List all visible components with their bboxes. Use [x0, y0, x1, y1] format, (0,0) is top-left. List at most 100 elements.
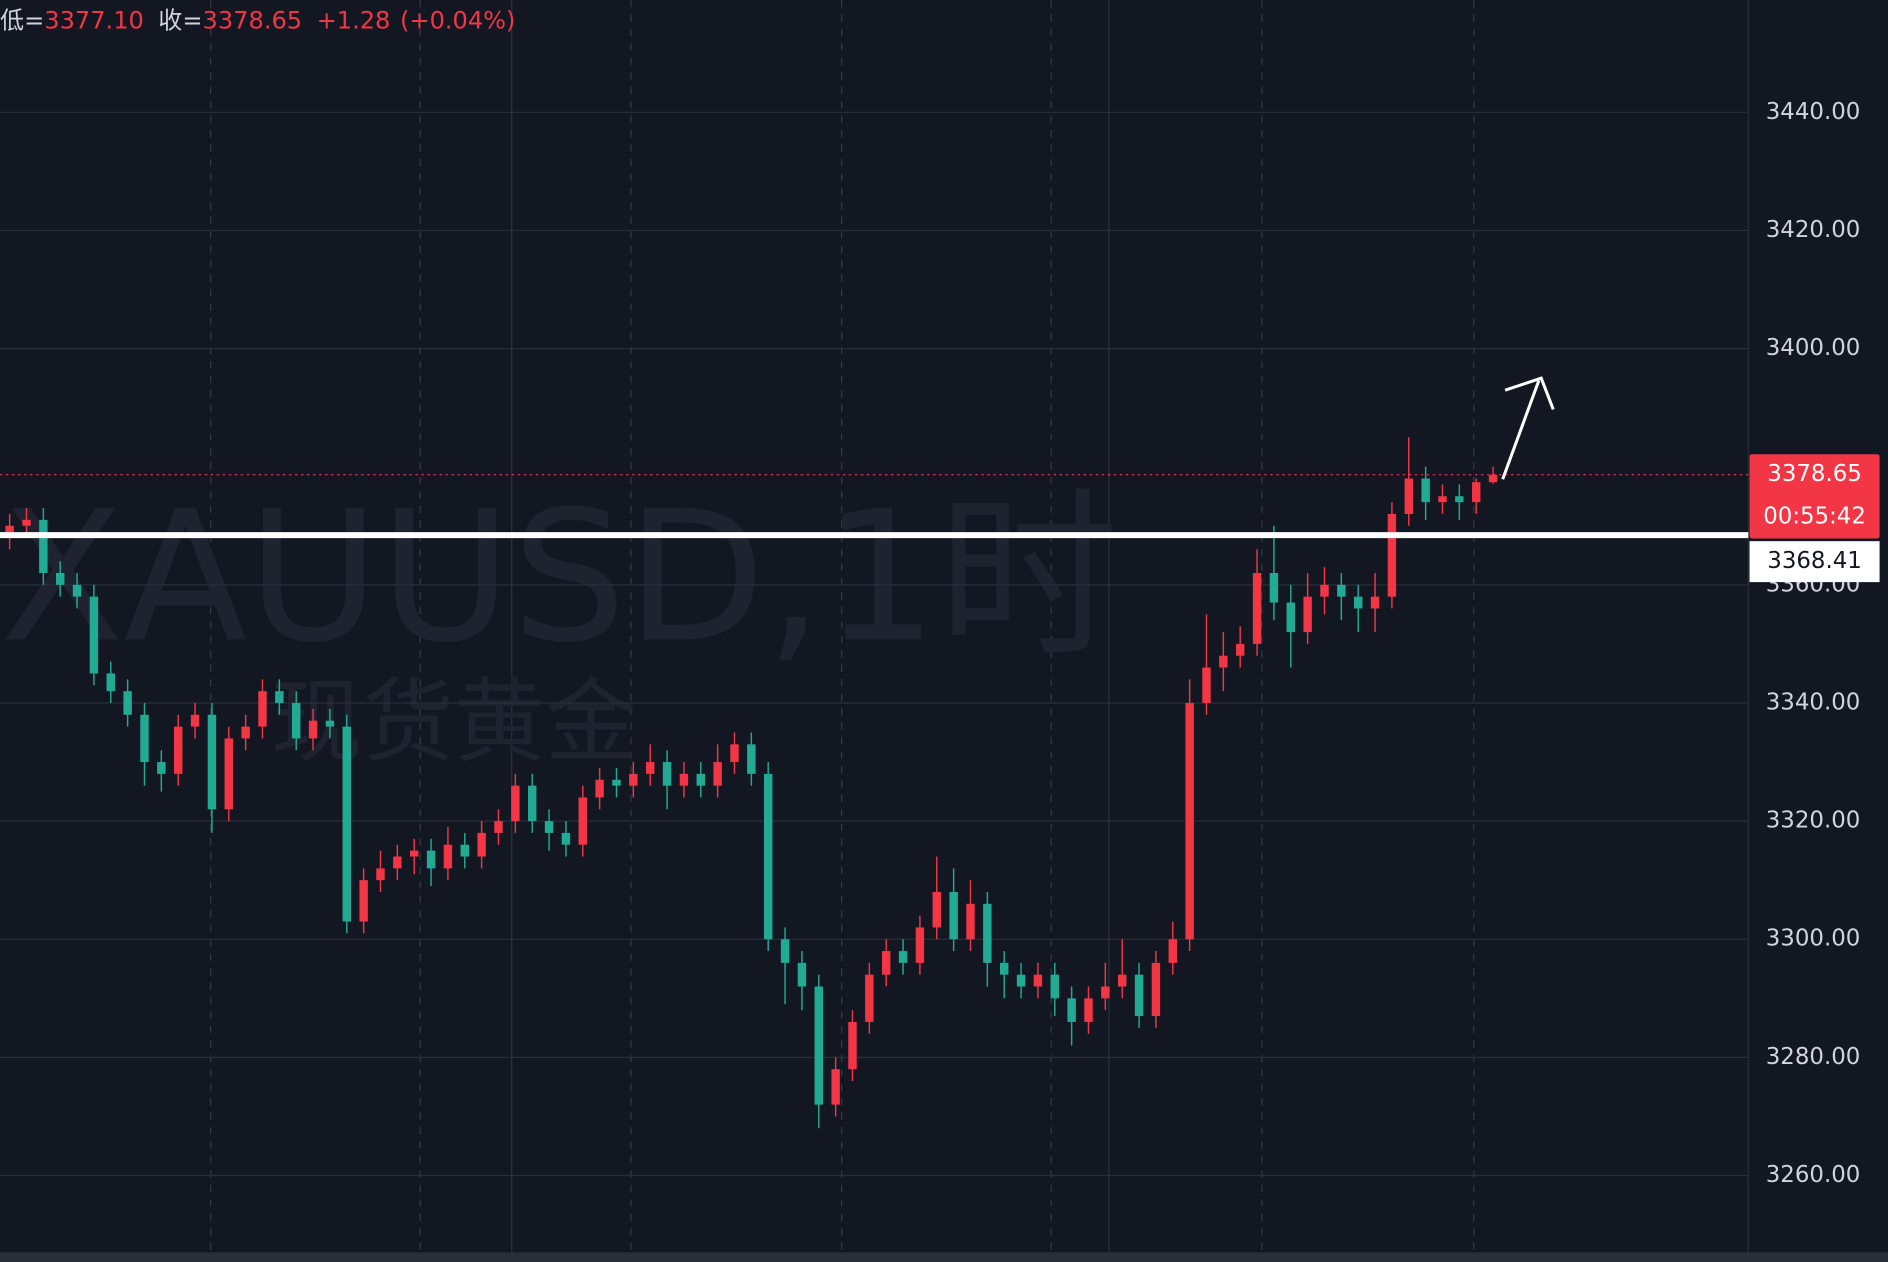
candle-body	[55, 573, 65, 585]
candle-body	[241, 726, 250, 739]
grid: 3260.003280.003300.003320.003340.003360.…	[0, 99, 1860, 1188]
candle-body	[123, 691, 132, 715]
candle-body	[258, 691, 267, 727]
candle-body	[1286, 602, 1295, 633]
candle-body	[207, 714, 217, 810]
candle-body	[1303, 596, 1312, 633]
candle-body	[713, 762, 722, 786]
candle-body	[173, 726, 183, 774]
candle-body	[999, 962, 1009, 975]
low-value: 3377.10	[44, 7, 144, 35]
candle-body	[747, 744, 756, 774]
candle-body	[409, 850, 419, 857]
candle-body	[561, 832, 571, 845]
candle-body	[696, 773, 705, 786]
candle-body	[190, 714, 200, 727]
candle-body	[797, 962, 807, 987]
candle-body	[1455, 496, 1464, 503]
candle-body	[376, 868, 385, 881]
candle-body	[1404, 478, 1413, 514]
candle-body	[393, 856, 402, 869]
candle-body	[157, 762, 166, 774]
close-value: 3378.65	[203, 7, 303, 35]
horizontal-line-box	[1749, 541, 1880, 583]
candle-body	[1320, 584, 1329, 597]
last-price-box	[1749, 454, 1880, 539]
candle-body	[443, 844, 453, 869]
time-grid	[210, 0, 1475, 1253]
overlay: 3378.65 00:55:42 3368.41	[0, 454, 1880, 583]
candle-body	[1421, 478, 1430, 503]
candle-body	[780, 939, 790, 963]
candle-body	[544, 821, 554, 833]
candle-body	[426, 850, 436, 869]
candle-body	[915, 927, 925, 963]
horizontal-line-label: 3368.41	[1767, 548, 1862, 574]
candle-body	[814, 986, 823, 1105]
arrow	[1501, 376, 1555, 480]
candle-body	[1134, 974, 1144, 1017]
candle-body	[662, 762, 672, 786]
candle-body	[325, 720, 335, 727]
candle-body	[1050, 974, 1059, 999]
candle-body	[629, 773, 638, 786]
candle-body	[578, 797, 587, 845]
candle-body	[1387, 513, 1397, 597]
low-label: 低=	[0, 7, 44, 35]
candle-body	[612, 779, 621, 786]
candle-body	[831, 1069, 840, 1105]
y-tick-label: 3440.00	[1766, 99, 1861, 125]
candle-body	[1168, 939, 1177, 963]
candle-body	[1370, 596, 1380, 609]
candle-body	[494, 821, 503, 833]
candle-body	[1202, 667, 1211, 703]
y-tick-label: 3400.00	[1766, 335, 1861, 361]
candle-body	[1219, 655, 1228, 668]
candle-body	[679, 773, 689, 786]
countdown: 00:55:42	[1763, 503, 1866, 529]
candle-body	[5, 525, 14, 538]
candles	[5, 437, 1498, 1129]
y-tick-label: 3340.00	[1766, 689, 1861, 715]
y-tick-label: 3420.00	[1766, 217, 1861, 243]
y-tick-label: 3280.00	[1766, 1044, 1861, 1070]
candle-body	[308, 720, 318, 739]
candle-body	[595, 779, 604, 798]
last-price-label: 3378.65	[1767, 461, 1862, 487]
change: +1.28	[317, 7, 391, 35]
candle-body	[1269, 573, 1279, 603]
y-tick-label: 3260.00	[1766, 1162, 1861, 1188]
candle-body	[1117, 974, 1127, 987]
candle-body	[460, 844, 469, 857]
candle-body	[1337, 584, 1346, 597]
arrow-shaft	[1501, 380, 1541, 480]
y-tick-label: 3300.00	[1766, 926, 1861, 952]
candle-body	[949, 891, 958, 940]
candle-body	[1033, 974, 1043, 987]
header: 低=3377.10 收=3378.65 +1.28 (+0.04%)	[0, 7, 515, 35]
watermark: XAUUSD,1时	[0, 471, 1118, 682]
candle-body	[966, 903, 975, 940]
candle-body	[881, 951, 891, 975]
candle-body	[22, 519, 31, 526]
candle-body	[527, 785, 537, 822]
candle-body	[291, 702, 301, 739]
candle-body	[1353, 596, 1363, 609]
candle-body	[865, 974, 874, 1022]
candle-body	[275, 691, 284, 703]
candle-body	[645, 762, 655, 774]
candle-body	[1101, 986, 1110, 999]
bottom-bar	[0, 1252, 1888, 1262]
candle-body	[39, 519, 48, 574]
candle-body	[1067, 998, 1076, 1022]
candle-body	[1016, 974, 1026, 987]
candle-body	[72, 584, 82, 597]
close-label: 收=	[158, 7, 202, 35]
candle-body	[140, 714, 149, 763]
candle-body	[1235, 643, 1245, 656]
candle-body	[224, 738, 233, 810]
candle-body	[1438, 496, 1447, 503]
candle-body	[932, 891, 941, 928]
